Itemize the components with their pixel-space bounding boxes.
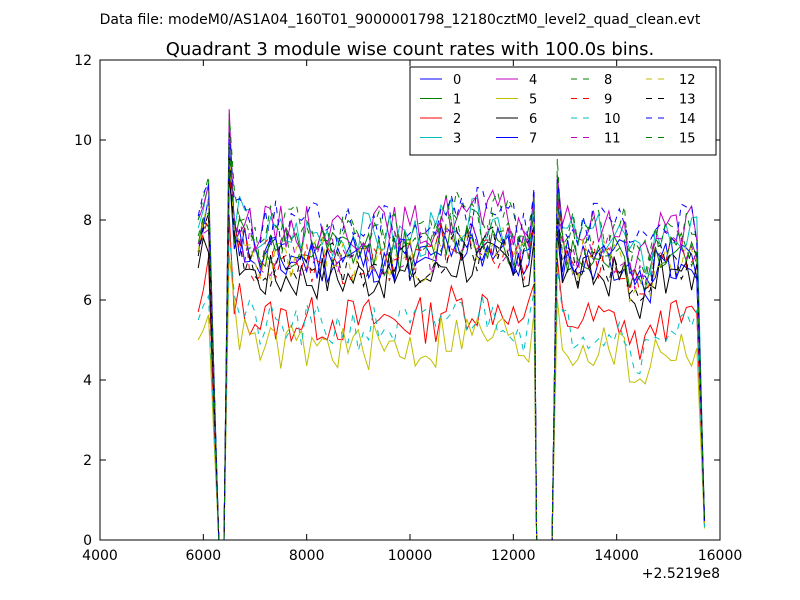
legend-label-2: 2 (453, 112, 461, 127)
legend-label-9: 9 (604, 93, 612, 108)
series-line-9 (197, 170, 705, 540)
legend-label-7: 7 (529, 132, 537, 147)
legend-label-6: 6 (529, 112, 537, 127)
x-tick-label: 8000 (289, 548, 325, 564)
series-line-5 (197, 254, 705, 540)
legend-box (409, 66, 717, 156)
series-line-1 (197, 153, 705, 540)
x-tick-label: 6000 (186, 548, 222, 564)
x-tick-label: 16000 (698, 548, 743, 564)
series-line-6 (197, 175, 705, 540)
chart-title: Quadrant 3 module wise count rates with … (166, 39, 655, 60)
legend-label-14: 14 (679, 112, 696, 127)
series-line-7 (197, 152, 705, 540)
series-line-8 (197, 113, 705, 540)
legend-label-5: 5 (529, 93, 537, 108)
legend-label-13: 13 (679, 93, 696, 108)
y-tick-label: 12 (74, 53, 92, 69)
series-line-10 (197, 231, 705, 540)
x-offset-label: +2.5219e8 (642, 566, 720, 582)
legend-label-8: 8 (604, 73, 612, 88)
series-line-14 (197, 132, 705, 540)
series-line-15 (197, 145, 705, 540)
y-tick-label: 0 (83, 533, 92, 549)
x-tick-label: 10000 (388, 548, 433, 564)
series-line-12 (197, 150, 705, 540)
plot-lines (197, 109, 705, 540)
axis-ticks: 4000 6000 8000 10000 12000 14000 1600002468101… (74, 53, 742, 564)
legend-label-15: 15 (679, 132, 696, 147)
y-tick-label: 4 (83, 373, 92, 389)
x-tick-label: 14000 (594, 548, 639, 564)
y-tick-label: 2 (83, 453, 92, 469)
legend-label-11: 11 (604, 132, 621, 147)
y-tick-label: 10 (74, 133, 92, 149)
legend-label-10: 10 (604, 112, 621, 127)
series-line-3 (197, 123, 705, 540)
legend-label-3: 3 (453, 132, 461, 147)
legend-label-1: 1 (453, 93, 461, 108)
legend-label-0: 0 (453, 73, 461, 88)
y-tick-label: 8 (83, 213, 92, 229)
x-tick-label: 12000 (491, 548, 536, 564)
y-tick-label: 6 (83, 293, 92, 309)
series-line-11 (197, 148, 705, 540)
legend-label-12: 12 (679, 73, 696, 88)
suptitle: Data file: modeM0/AS1A04_160T01_90000017… (100, 12, 701, 28)
x-tick-label: 4000 (82, 548, 118, 564)
legend-label-4: 4 (529, 73, 537, 88)
series-line-13 (197, 147, 705, 540)
